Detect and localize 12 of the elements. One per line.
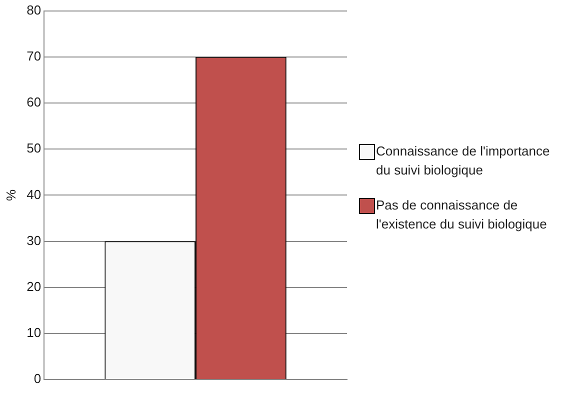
y-tick-label: 30 [26,232,42,248]
y-tick-label: 20 [26,278,42,294]
y-tick-label: 80 [26,2,42,18]
y-tick-label: 60 [26,94,42,110]
legend-label: Pas de connaissance de l'existence du suivi biologique [376,198,547,232]
y-tick-label: 70 [26,48,42,64]
y-tick-label: 50 [26,140,42,156]
legend-label: Connaissance de l'importance du suivi biologique [376,144,550,178]
y-tick-label: 10 [26,325,42,340]
y-axis-title: % [3,188,18,201]
y-tick-label: 40 [26,186,42,202]
y-tick-label: 0 [34,371,42,386]
